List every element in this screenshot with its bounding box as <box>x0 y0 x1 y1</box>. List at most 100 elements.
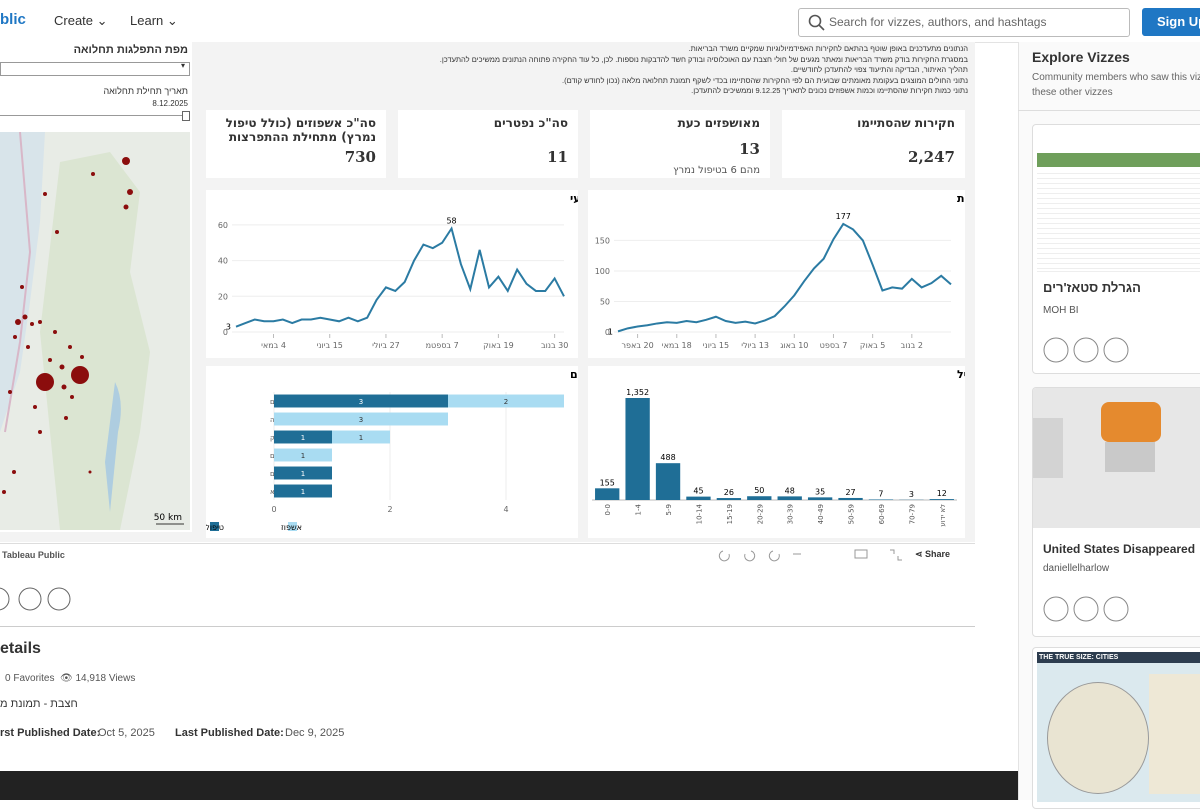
views-count: 14,918 Views <box>75 673 135 684</box>
map-dropdown[interactable]: ▾ <box>0 62 190 76</box>
chart: מאושפזים כעת בבתי החולים024הדסה עין כרם3… <box>206 366 578 538</box>
viz-card[interactable]: United States Disappeared daniellelharlo… <box>1032 387 1200 637</box>
map-title: מפת התפלגות תחלואה <box>74 44 188 56</box>
search-icon <box>807 13 827 33</box>
footer <box>0 771 1018 800</box>
data-label: 1 <box>301 434 305 442</box>
y-tick-label: 150 <box>595 236 610 245</box>
card-thumbnail <box>1033 388 1200 528</box>
map-panel: מפת התפלגות תחלואה ▾ תאריך תחילת תחלואה … <box>0 42 192 532</box>
x-tick-label: 60-69 <box>878 504 886 524</box>
x-tick-label: 19 באוק <box>483 341 514 350</box>
x-tick-label: 13 ביולי <box>741 341 769 350</box>
y-tick-label: 50 <box>600 297 610 306</box>
data-label: 1 <box>359 434 363 442</box>
sidebar-title: Explore Vizzes <box>1032 49 1130 65</box>
bar <box>595 488 619 500</box>
x-tick-label: לא ידוע <box>939 504 947 527</box>
x-tick-label: 30 בנוב <box>541 341 568 350</box>
note-line: תהליך האיתור, הבדיקה והתיעוד צפוי להתעדכ… <box>200 65 968 76</box>
card-badges <box>1043 596 1143 624</box>
card-author: MOH BI <box>1043 305 1079 316</box>
details-title: etails <box>0 640 41 658</box>
logo[interactable]: blic <box>0 11 26 28</box>
favorites[interactable]: 0 Favorites <box>5 673 54 684</box>
card-thumbnail: THE TRUE SIZE: CITIES <box>1037 652 1200 802</box>
bar <box>869 499 893 500</box>
y-tick-label: 60 <box>218 221 228 230</box>
data-label: 3 <box>909 490 914 499</box>
first-published-label: rst Published Date: <box>0 727 100 739</box>
x-tick-label: 7 בספט <box>820 341 848 350</box>
bar <box>717 498 741 500</box>
line-series <box>236 228 564 326</box>
chart: התפלגות מאומתים לפי גיל1550-01,3521-4488… <box>588 366 965 538</box>
x-tick-label: 20-29 <box>756 504 764 524</box>
toolbar-icons <box>715 546 915 564</box>
data-label: 58 <box>446 216 456 225</box>
kpi-label: סה"כ נפטרים <box>408 116 568 130</box>
date-slider[interactable] <box>0 115 186 116</box>
viz-card[interactable]: THE TRUE SIZE: CITIES <box>1032 647 1200 809</box>
x-tick-label: 20 באפר <box>621 341 653 350</box>
chart-title: מאושפזים כעת בבתי החולים <box>570 368 578 381</box>
data-label: 1 <box>608 327 613 336</box>
x-tick-label: 10 באוג <box>780 341 808 350</box>
viz-card[interactable]: הגרלת סטאז'רים MOH BI <box>1032 124 1200 374</box>
last-published-label: Last Published Date: <box>175 727 284 739</box>
card-thumbnail <box>1037 129 1200 272</box>
divider <box>0 626 975 627</box>
kpi-card: סה"כ אשפוזים (כולל טיפול נמרץ) מתחילת הה… <box>206 110 386 178</box>
data-label: 3 <box>226 323 231 332</box>
learn-menu[interactable]: Learn ⌄ <box>130 13 178 29</box>
legend-label: אשפוז <box>281 523 302 532</box>
chart-title: אשפוזים חדשים בחתך שבועי <box>570 192 578 205</box>
data-label: 26 <box>724 488 734 497</box>
x-tick-label: 18 במאי <box>662 341 692 350</box>
y-tick-label: 40 <box>218 257 228 266</box>
legend-label: טיפול נמרץ <box>206 523 224 532</box>
x-tick-label: 30-39 <box>787 504 795 524</box>
map: 50 km <box>0 132 190 530</box>
data-label: 155 <box>600 478 615 487</box>
x-tick-label: 2 <box>387 505 392 514</box>
card-author: daniellelharlow <box>1043 563 1109 574</box>
x-tick-label: 15 ביוני <box>703 341 729 350</box>
x-tick-label: 2 בנוב <box>901 341 923 350</box>
y-tick-label: 100 <box>595 267 610 276</box>
x-tick-label: 1-4 <box>635 503 643 515</box>
kpi-sub: מהם 6 בטיפול נמרץ <box>673 165 760 176</box>
kpi-value: 730 <box>345 148 376 166</box>
notes: הנתונים מתעדכנים באופן שוטף בהתאם לחקירו… <box>200 44 968 97</box>
share-button[interactable]: ⋖ Share <box>915 549 950 560</box>
badges <box>0 585 80 615</box>
x-tick-label: 5 באוק <box>860 341 885 350</box>
date-value: 8.12.2025 <box>152 99 188 108</box>
x-tick-label: 50-59 <box>848 504 856 524</box>
bar <box>686 497 710 500</box>
x-tick-label: 5-9 <box>665 504 673 515</box>
map-scale: 50 km <box>154 513 182 523</box>
x-tick-label: 4 במאי <box>261 341 286 350</box>
note-line: הנתונים מתעדכנים באופן שוטף בהתאם לחקירו… <box>200 44 968 55</box>
data-label: 488 <box>660 453 675 462</box>
card-title: United States Disappeared <box>1043 542 1195 556</box>
sidebar-subtitle: Community members who saw this viz <box>1032 72 1200 83</box>
data-label: 3 <box>359 398 363 406</box>
data-label: 27 <box>845 488 855 497</box>
search-box[interactable]: Search for vizzes, authors, and hashtags <box>798 8 1130 37</box>
kpi-label: סה"כ אשפוזים (כולל טיפול נמרץ) מתחילת הה… <box>216 116 376 144</box>
create-menu[interactable]: Create ⌄ <box>54 13 108 29</box>
description: חצבת - תמונת מ <box>0 698 78 710</box>
data-label: 35 <box>815 487 825 496</box>
toolbar-brand[interactable]: Tableau Public <box>2 550 65 560</box>
date-label: תאריך תחילת תחלואה <box>103 86 188 96</box>
kpi-value: 2,247 <box>908 148 955 166</box>
data-label: 177 <box>836 212 851 221</box>
signup-button[interactable]: Sign Up <box>1142 8 1200 36</box>
data-label: 1,352 <box>626 388 649 397</box>
